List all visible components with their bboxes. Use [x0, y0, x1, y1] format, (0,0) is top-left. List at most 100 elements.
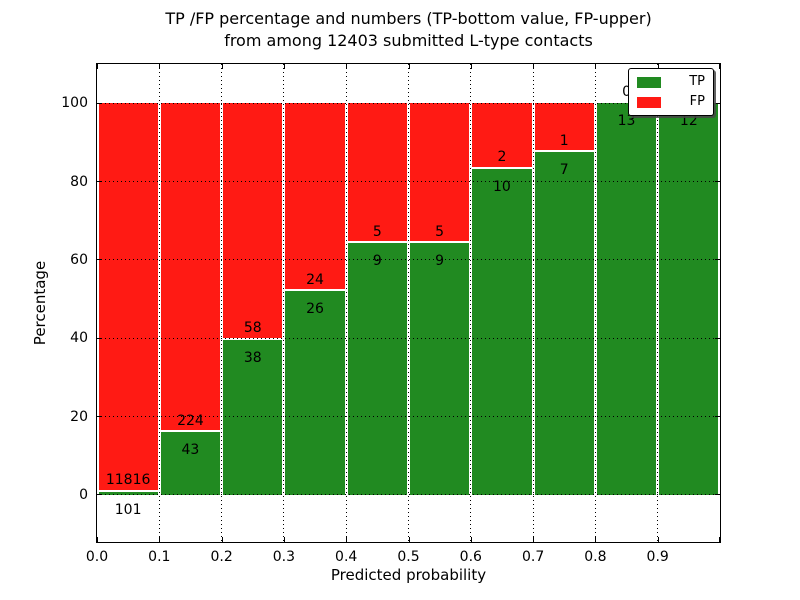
- vertical-gridline: [408, 64, 409, 542]
- x-axis-tick: [283, 537, 285, 542]
- bar-fp-segment: [223, 103, 283, 340]
- x-axis-tick: [470, 537, 472, 542]
- bar-fp-segment: [98, 103, 158, 492]
- fp-count-label: 5: [435, 223, 445, 240]
- legend-entry: TP: [637, 75, 705, 89]
- chart-title-block: TP /FP percentage and numbers (TP-bottom…: [96, 8, 721, 52]
- x-axis-tick: [221, 64, 223, 69]
- vertical-gridline: [470, 64, 472, 542]
- x-axis-tick: [346, 537, 348, 542]
- y-tick-label: 0: [79, 486, 88, 503]
- fp-count-label: 5: [372, 223, 382, 240]
- bar-fp-segment: [410, 103, 470, 244]
- fp-count-label: 0: [622, 83, 632, 100]
- x-tick-label: 0.0: [85, 549, 109, 565]
- y-tick-label: 20: [70, 408, 88, 425]
- y-tick-label: 60: [70, 251, 88, 268]
- x-axis-tick: [159, 64, 161, 69]
- x-axis-tick: [470, 64, 472, 69]
- legend-label: TP: [689, 74, 705, 89]
- x-axis-tick: [595, 64, 597, 69]
- y-axis-tick: [97, 494, 102, 496]
- chart-subtitle: from among 12403 submitted L-type contac…: [224, 31, 593, 50]
- legend-swatch-tp: [637, 76, 661, 88]
- bar-tp-segment: [160, 431, 221, 495]
- x-axis-tick: [657, 64, 659, 69]
- fp-count-label: 58: [243, 320, 262, 337]
- bar-tp-segment: [347, 243, 407, 495]
- x-axis-tick: [719, 537, 720, 542]
- y-tick-label: 40: [70, 330, 88, 347]
- y-axis-tick: [97, 102, 102, 104]
- x-tick-label: 0.7: [521, 549, 545, 565]
- vertical-gridline: [657, 64, 659, 542]
- fp-count-label: 2: [497, 149, 507, 166]
- bar-tp-segment: [472, 168, 532, 495]
- legend-entry: FP: [637, 95, 705, 109]
- bar-fp-segment: [534, 103, 594, 153]
- tp-count-label: 101: [114, 501, 142, 518]
- vertical-gridline: [283, 64, 285, 542]
- x-tick-label: 0.5: [397, 549, 420, 565]
- y-axis-tick: [97, 337, 102, 339]
- x-axis-title: Predicted probability: [330, 566, 487, 584]
- bar-fp-segment: [160, 103, 221, 432]
- fp-count-label: 11816: [105, 472, 151, 489]
- horizontal-gridline: [97, 494, 720, 496]
- bar-tp-segment: [98, 491, 158, 495]
- y-axis-tick: [97, 416, 102, 418]
- x-axis-tick: [533, 64, 535, 69]
- x-axis-tick: [346, 64, 348, 69]
- bar-tp-segment: [534, 152, 594, 495]
- fp-count-label: 24: [306, 271, 324, 288]
- legend-label: FP: [689, 94, 705, 109]
- x-axis-tick: [97, 537, 98, 542]
- tp-count-label: 9: [372, 253, 382, 270]
- x-tick-label: 0.9: [646, 549, 669, 565]
- legend-swatch-fp: [637, 96, 661, 108]
- x-axis-tick: [657, 537, 659, 542]
- x-axis-tick: [533, 537, 535, 542]
- vertical-gridline: [221, 64, 223, 542]
- tp-count-label: 13: [617, 113, 636, 130]
- x-axis-tick: [408, 537, 410, 542]
- x-tick-label: 0.4: [335, 549, 358, 565]
- bar-tp-segment: [285, 291, 345, 495]
- vertical-gridline: [532, 64, 534, 542]
- tp-count-label: 7: [559, 162, 569, 179]
- x-axis-tick: [595, 537, 597, 542]
- vertical-gridline: [345, 64, 347, 542]
- tp-count-label: 10: [493, 178, 511, 195]
- x-axis-tick: [283, 64, 285, 69]
- x-tick-label: 0.6: [459, 549, 482, 565]
- x-tick-label: 0.8: [584, 549, 607, 565]
- x-axis-tick: [97, 64, 98, 69]
- bar-fp-segment: [347, 103, 407, 244]
- y-tick-label: 80: [70, 173, 88, 190]
- bar-tp-segment: [659, 103, 719, 495]
- x-tick-label: 0.1: [148, 549, 171, 565]
- bar-tp-segment: [223, 339, 283, 495]
- tp-count-label: 12: [679, 113, 698, 130]
- x-axis-tick: [159, 537, 161, 542]
- bar-fp-segment: [472, 103, 532, 169]
- bar-tp-segment: [410, 243, 470, 495]
- x-tick-label: 0.2: [210, 549, 233, 565]
- tp-count-label: 9: [435, 253, 445, 270]
- tp-count-label: 26: [306, 301, 324, 318]
- chart-title: TP /FP percentage and numbers (TP-bottom…: [165, 9, 652, 28]
- fp-count-label: 224: [177, 412, 204, 429]
- y-axis-tick: [715, 337, 720, 339]
- plot-area: TP FP 11816 101 224 43 58 38 24 26 5 9 5 9 2 10 1 7 0 13 12: [96, 63, 721, 543]
- x-axis-tick: [719, 64, 720, 69]
- fp-count-label: 1: [559, 132, 569, 149]
- tp-count-label: 43: [181, 441, 200, 458]
- bar-fp-segment: [285, 103, 345, 292]
- x-axis-tick: [221, 537, 223, 542]
- y-axis-tick: [715, 259, 720, 261]
- vertical-gridline: [594, 64, 596, 542]
- y-tick-label: 100: [61, 95, 88, 112]
- y-axis-tick: [715, 416, 720, 418]
- horizontal-gridline: [97, 337, 720, 339]
